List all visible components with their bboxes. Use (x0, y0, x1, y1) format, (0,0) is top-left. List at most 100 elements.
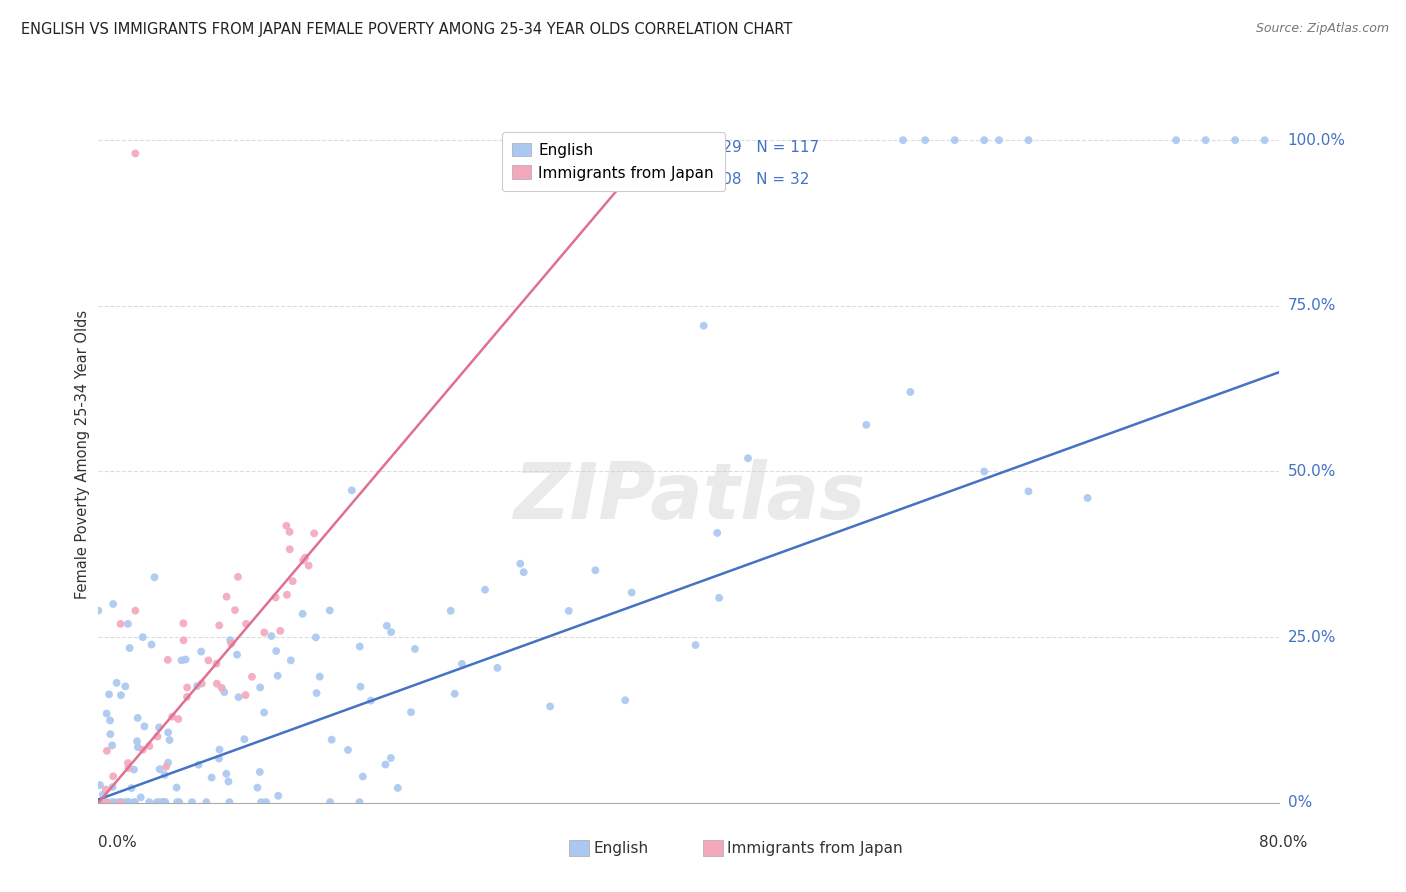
Point (226, 570, 249, 584)
Point (240, 670, 263, 684)
Text: 0%: 0% (1288, 796, 1312, 810)
Point (214, 685, 236, 699)
Point (693, 318, 716, 333)
Point (253, 706, 276, 720)
Point (152, 795, 174, 809)
Point (509, 557, 531, 571)
Point (1254, 133, 1277, 147)
Point (375, 619, 398, 633)
Point (152, 795, 174, 809)
Point (1195, 133, 1218, 147)
Point (1017, 133, 1039, 147)
Point (134, 719, 156, 733)
Point (191, 676, 214, 690)
Point (91, 788, 114, 802)
Point (404, 642, 426, 657)
Point (235, 688, 257, 702)
Point (558, 604, 581, 618)
Point (1164, 133, 1187, 147)
Point (117, 756, 139, 770)
Point (117, 761, 139, 775)
Point (614, 693, 637, 707)
Point (103, 769, 125, 783)
Point (124, 795, 146, 809)
Point (250, 795, 273, 809)
Point (349, 680, 371, 694)
Point (93, 795, 115, 809)
Point (138, 739, 160, 753)
Point (278, 542, 301, 557)
Point (170, 653, 193, 667)
Point (148, 721, 170, 735)
Point (205, 657, 228, 671)
Point (305, 631, 328, 645)
Point (153, 768, 176, 782)
Point (176, 681, 198, 695)
Point (148, 795, 170, 809)
Point (305, 686, 328, 700)
Point (146, 795, 169, 809)
Y-axis label: Female Poverty Among 25-34 Year Olds: Female Poverty Among 25-34 Year Olds (75, 310, 90, 599)
Point (855, 417, 877, 432)
Point (349, 795, 371, 809)
Point (105, 676, 128, 690)
Point (450, 657, 472, 671)
Point (973, 465, 995, 479)
Point (474, 582, 496, 597)
Point (132, 630, 155, 644)
Point (101, 795, 124, 809)
Point (360, 693, 382, 707)
Point (125, 734, 148, 748)
Point (294, 550, 316, 565)
Text: 25.0%: 25.0% (1288, 630, 1336, 645)
Point (117, 795, 139, 809)
Point (93, 795, 115, 809)
Point (217, 774, 239, 789)
Point (219, 633, 242, 648)
Text: Source: ZipAtlas.com: Source: ZipAtlas.com (1256, 22, 1389, 36)
Point (215, 766, 238, 780)
Point (538, 699, 561, 714)
Point (319, 603, 342, 617)
Point (374, 757, 396, 772)
Point (124, 795, 146, 809)
Point (155, 795, 177, 809)
Point (96, 795, 118, 809)
Point (281, 574, 304, 589)
Point (110, 795, 132, 809)
Point (186, 679, 208, 693)
Point (349, 640, 371, 654)
Text: 75.0%: 75.0% (1288, 298, 1336, 313)
Point (94, 796, 117, 810)
Point (260, 629, 283, 643)
Point (208, 742, 231, 756)
Text: R = 0.629   N = 117: R = 0.629 N = 117 (665, 140, 820, 154)
Point (110, 688, 132, 702)
Text: R = 0.808   N = 32: R = 0.808 N = 32 (665, 172, 810, 186)
Point (943, 133, 966, 147)
Text: English: English (593, 841, 648, 855)
Point (707, 591, 730, 605)
Point (201, 771, 224, 785)
Text: 0.0%: 0.0% (98, 836, 138, 850)
Point (620, 585, 643, 599)
Point (321, 732, 343, 747)
Point (267, 789, 290, 803)
Point (1077, 491, 1099, 505)
Point (166, 795, 188, 809)
Point (1017, 484, 1039, 499)
Point (110, 796, 132, 810)
Text: 100.0%: 100.0% (1288, 133, 1346, 148)
Point (132, 743, 155, 757)
Point (337, 743, 360, 757)
Point (253, 625, 276, 640)
Point (219, 637, 242, 651)
Point (98, 727, 121, 741)
Point (124, 604, 146, 618)
Point (138, 795, 160, 809)
Point (156, 653, 179, 667)
Point (89, 778, 111, 792)
Point (141, 638, 163, 652)
Point (583, 563, 606, 577)
Point (486, 661, 509, 675)
